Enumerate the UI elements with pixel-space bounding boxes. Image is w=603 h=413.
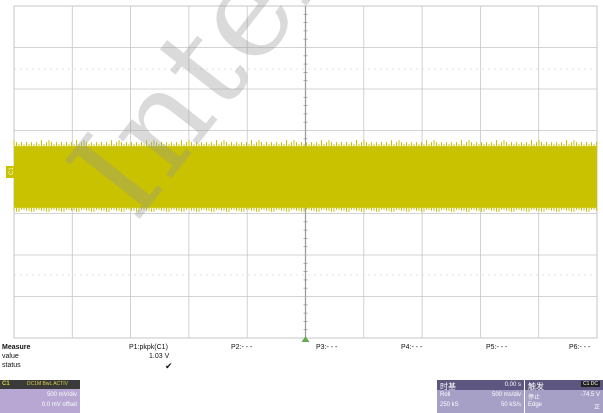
measure-p6-label[interactable]: P6:- - -	[569, 344, 591, 351]
timebase-rate: 50 kS/s	[500, 402, 521, 408]
trigger-slope: 正	[593, 405, 600, 411]
measure-p1-label[interactable]: P1:pkpk(C1)	[129, 344, 168, 351]
trigger-state: 停止	[528, 395, 541, 401]
trigger-title: 触发	[528, 382, 544, 391]
trigger-mode-badge: C1 DC	[580, 381, 600, 387]
trigger-level: -74.5 V	[580, 392, 600, 398]
measure-p5-label[interactable]: P5:- - -	[486, 344, 508, 351]
channel1-marker	[6, 166, 14, 178]
measure-row-status-label: status	[2, 362, 21, 369]
channel1-scale: 500 mV/div	[46, 392, 77, 398]
waveform-spikes-top	[13, 140, 597, 147]
waveform-band	[14, 146, 597, 208]
timebase-tdiv: 500 ms/div	[491, 392, 521, 398]
measure-table: Measure value status P1:pkpk(C1) 1.03 V …	[0, 342, 603, 376]
trigger-descriptor[interactable]: 触发 C1 DC 停止 -74.5 V Edge 正	[525, 380, 603, 413]
scope-display: C1	[6, 5, 598, 342]
channel1-tag: C1	[2, 381, 10, 387]
measure-p4-label[interactable]: P4:- - -	[401, 344, 423, 351]
timebase-title: 时基	[440, 382, 456, 391]
channel1-badges: DC1M BwL ACTIV	[27, 381, 68, 387]
timebase-descriptor[interactable]: 时基 0.00 s Roll 500 ms/div 250 kS 50 kS/s	[437, 380, 524, 413]
timebase-samples: 250 kS	[440, 402, 459, 408]
measure-p1-status-check: ✔	[165, 361, 173, 371]
measure-header: Measure	[2, 344, 31, 351]
measure-p2-label[interactable]: P2:- - -	[231, 344, 253, 351]
waveform-spikes-bottom	[13, 207, 597, 212]
channel1-offset: 0.0 mV offset	[41, 402, 77, 408]
channel1-marker-label: C1	[9, 167, 15, 175]
measure-p3-label[interactable]: P3:- - -	[316, 344, 338, 351]
trigger-type: Edge	[528, 402, 543, 408]
timebase-mode: Roll	[440, 392, 451, 398]
trigger-header: 触发 C1 DC	[525, 380, 603, 391]
timebase-header: 时基 0.00 s	[437, 380, 524, 391]
timebase-delay: 0.00 s	[504, 382, 521, 388]
channel1-descriptor[interactable]: C1 DC1M BwL ACTIV 500 mV/div 0.0 mV offs…	[0, 380, 80, 413]
measure-row-value-label: value	[2, 353, 19, 360]
trigger-position-marker	[301, 336, 310, 342]
channel1-header: C1 DC1M BwL ACTIV	[0, 380, 80, 389]
measure-p1-value: 1.03 V	[149, 353, 170, 360]
